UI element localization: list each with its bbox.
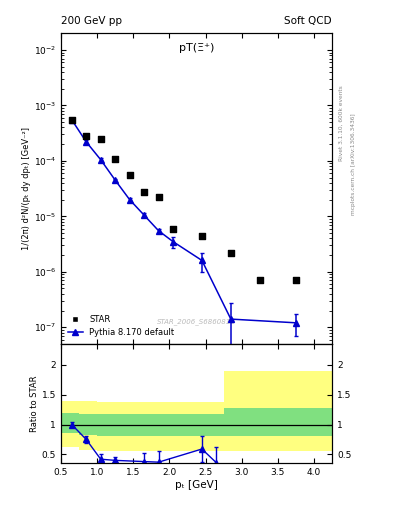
Point <box>199 231 205 240</box>
Text: Soft QCD: Soft QCD <box>285 15 332 26</box>
Text: Rivet 3.1.10, 600k events: Rivet 3.1.10, 600k events <box>339 85 344 161</box>
Text: STAR_2006_S6860818: STAR_2006_S6860818 <box>157 318 236 325</box>
Text: mcplots.cern.ch [arXiv:1306.3436]: mcplots.cern.ch [arXiv:1306.3436] <box>351 113 356 215</box>
Y-axis label: Ratio to STAR: Ratio to STAR <box>30 375 39 432</box>
Y-axis label: 1/(2π) d²N/(pₜ dy dpₜ) [GeV⁻²]: 1/(2π) d²N/(pₜ dy dpₜ) [GeV⁻²] <box>22 127 31 250</box>
Point <box>141 187 147 196</box>
Point <box>293 276 299 285</box>
Text: pT(Ξ⁺): pT(Ξ⁺) <box>179 42 214 53</box>
Point <box>83 132 89 140</box>
Point <box>112 155 118 163</box>
Point <box>170 225 176 233</box>
Legend: STAR, Pythia 8.170 default: STAR, Pythia 8.170 default <box>65 312 177 340</box>
Point <box>228 249 234 257</box>
Point <box>127 171 133 179</box>
Point <box>69 116 75 124</box>
Point <box>155 193 162 201</box>
Text: 200 GeV pp: 200 GeV pp <box>61 15 122 26</box>
X-axis label: pₜ [GeV]: pₜ [GeV] <box>175 480 218 490</box>
Point <box>97 135 104 143</box>
Point <box>257 276 263 285</box>
